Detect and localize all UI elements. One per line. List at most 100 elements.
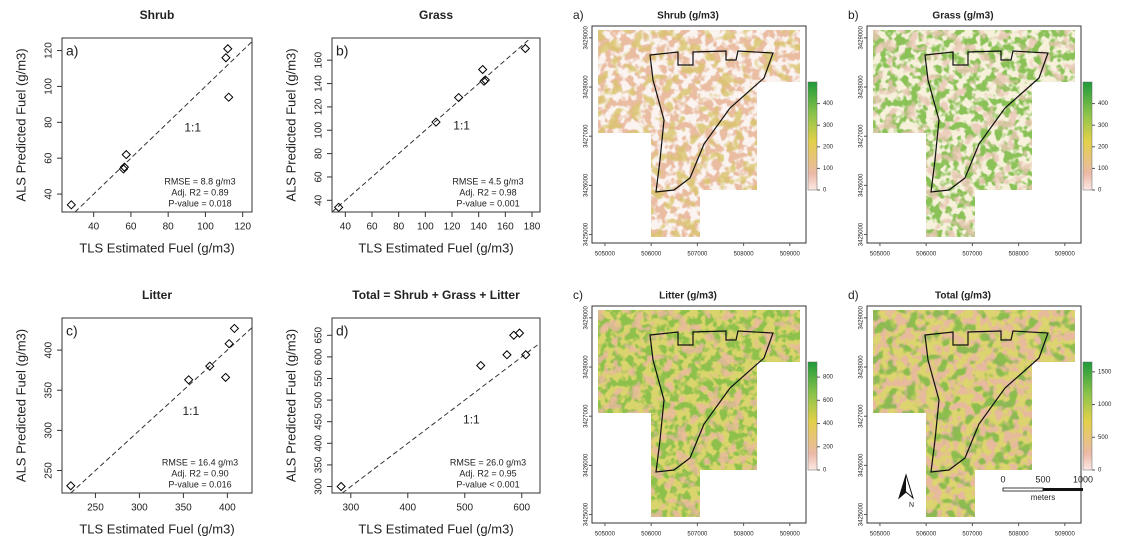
y-tick-label: 60 — [314, 171, 325, 183]
plot-frame — [331, 37, 541, 213]
map-panel-label: b) — [848, 8, 859, 22]
x-tick-label: 100 — [417, 222, 434, 233]
point — [502, 350, 512, 360]
map-y-tick-label: 3425000 — [584, 502, 590, 526]
point — [183, 375, 194, 385]
map-x-tick-label: 508000 — [734, 532, 755, 538]
point — [121, 149, 131, 160]
point — [224, 338, 234, 349]
map-y-tick-label: 3429000 — [584, 26, 590, 50]
scale-bar-black — [1043, 488, 1083, 491]
map-frame — [591, 25, 807, 244]
x-tick-label: 120 — [444, 222, 461, 233]
x-tick-label: 60 — [366, 222, 378, 233]
one-to-one-label: 1:1 — [453, 118, 470, 132]
y-tick-label: 40 — [314, 194, 325, 206]
y-tick-label: 300 — [314, 478, 325, 495]
colorbar-tick-label: 0 — [823, 188, 827, 194]
y-axis-label: ALS Predicted Fuel (g/m3) — [13, 48, 28, 201]
map-frame — [866, 305, 1082, 524]
raster-map — [591, 305, 807, 524]
x-tick-label: 40 — [88, 222, 100, 233]
map-panel-label: a) — [573, 8, 584, 22]
map-x-tick-label: 509000 — [780, 532, 801, 538]
panel-label: a) — [66, 43, 78, 59]
y-tick-label: 80 — [44, 116, 55, 128]
x-axis-label: TLS Estimated Fuel (g/m3) — [358, 521, 513, 536]
point — [514, 328, 525, 338]
x-tick-label: 140 — [470, 222, 487, 233]
map-x-tick-label: 508000 — [734, 252, 755, 258]
map-y-tick-label: 3429000 — [859, 306, 865, 330]
colorbar-tick-label: 100 — [823, 166, 834, 172]
map-x-tick-label: 507000 — [687, 532, 708, 538]
point — [476, 360, 486, 371]
map-y-tick-label: 3426000 — [584, 453, 590, 477]
y-tick-label: 60 — [44, 152, 55, 164]
x-axis-label: TLS Estimated Fuel (g/m3) — [79, 521, 234, 536]
stats-text: Adj. R2 = 0.90 — [171, 468, 228, 478]
one-to-one-label: 1:1 — [463, 413, 480, 427]
point — [220, 372, 231, 383]
x-tick-label: 300 — [131, 503, 148, 514]
map-x-tick-label: 507000 — [962, 532, 983, 538]
y-tick-label: 120 — [44, 42, 55, 59]
x-tick-label: 120 — [234, 222, 251, 233]
map-x-tick-label: 509000 — [1055, 532, 1076, 538]
y-tick-label: 140 — [314, 75, 325, 92]
north-arrow-fill — [899, 475, 906, 498]
map-title: Grass (g/m3) — [932, 11, 993, 22]
study-area-outline — [649, 330, 774, 473]
one-to-one-line — [331, 37, 531, 213]
stats-text: Adj. R2 = 0.95 — [459, 468, 516, 478]
colorbar-tick-label: 200 — [823, 144, 834, 150]
colorbar-tick-label: 400 — [823, 421, 834, 427]
panel-title: Shrub — [140, 8, 175, 22]
y-tick-label: 650 — [314, 327, 325, 344]
scale-bar-label: 500 — [1035, 474, 1050, 484]
colorbar-tick-label: 300 — [1098, 123, 1109, 129]
map-title: Total (g/m3) — [935, 291, 991, 302]
map-y-tick-label: 3425000 — [859, 222, 865, 246]
y-axis-label: ALS Predicted Fuel (g/m3) — [283, 48, 298, 201]
x-tick-label: 350 — [175, 503, 192, 514]
point — [477, 64, 488, 75]
one-to-one-label: 1:1 — [184, 120, 201, 134]
raster-map — [866, 25, 1082, 244]
colorbar-tick-label: 100 — [1098, 166, 1109, 172]
study-area-outline — [924, 50, 1049, 193]
stats-text: RMSE = 8.8 g/m3 — [164, 176, 235, 186]
map-x-tick-label: 506000 — [916, 532, 937, 538]
map-title: Shrub (g/m3) — [657, 11, 719, 22]
map-x-tick-label: 507000 — [962, 252, 983, 258]
map-frame — [866, 25, 1082, 244]
point — [431, 117, 441, 127]
colorbar-tick-label: 500 — [1098, 435, 1109, 441]
y-tick-label: 120 — [314, 98, 325, 115]
y-tick-label: 600 — [314, 348, 325, 365]
panel-label: d) — [336, 323, 348, 339]
x-tick-label: 100 — [197, 222, 214, 233]
point — [223, 44, 233, 54]
y-tick-label: 400 — [314, 435, 325, 452]
map-y-tick-label: 3427000 — [859, 404, 865, 428]
scale-bar-label: 1000 — [1073, 474, 1093, 484]
map-y-tick-label: 3425000 — [859, 502, 865, 526]
x-tick-label: 250 — [87, 503, 104, 514]
map-y-tick-label: 3428000 — [584, 75, 590, 99]
point — [480, 75, 491, 85]
panel-title: Grass — [419, 8, 453, 22]
colorbar-tick-label: 400 — [1098, 101, 1109, 107]
map-panel-label: c) — [573, 288, 583, 302]
point — [521, 350, 531, 360]
plot-frame — [331, 317, 541, 494]
y-tick-label: 300 — [44, 422, 55, 439]
colorbar-tick-label: 400 — [823, 101, 834, 107]
x-tick-label: 180 — [524, 222, 541, 233]
scale-bar-white — [1002, 487, 1044, 492]
one-to-one-line — [341, 342, 541, 494]
map-x-tick-label: 509000 — [1055, 252, 1076, 258]
study-area-outline — [924, 330, 1049, 473]
y-tick-label: 160 — [314, 51, 325, 68]
